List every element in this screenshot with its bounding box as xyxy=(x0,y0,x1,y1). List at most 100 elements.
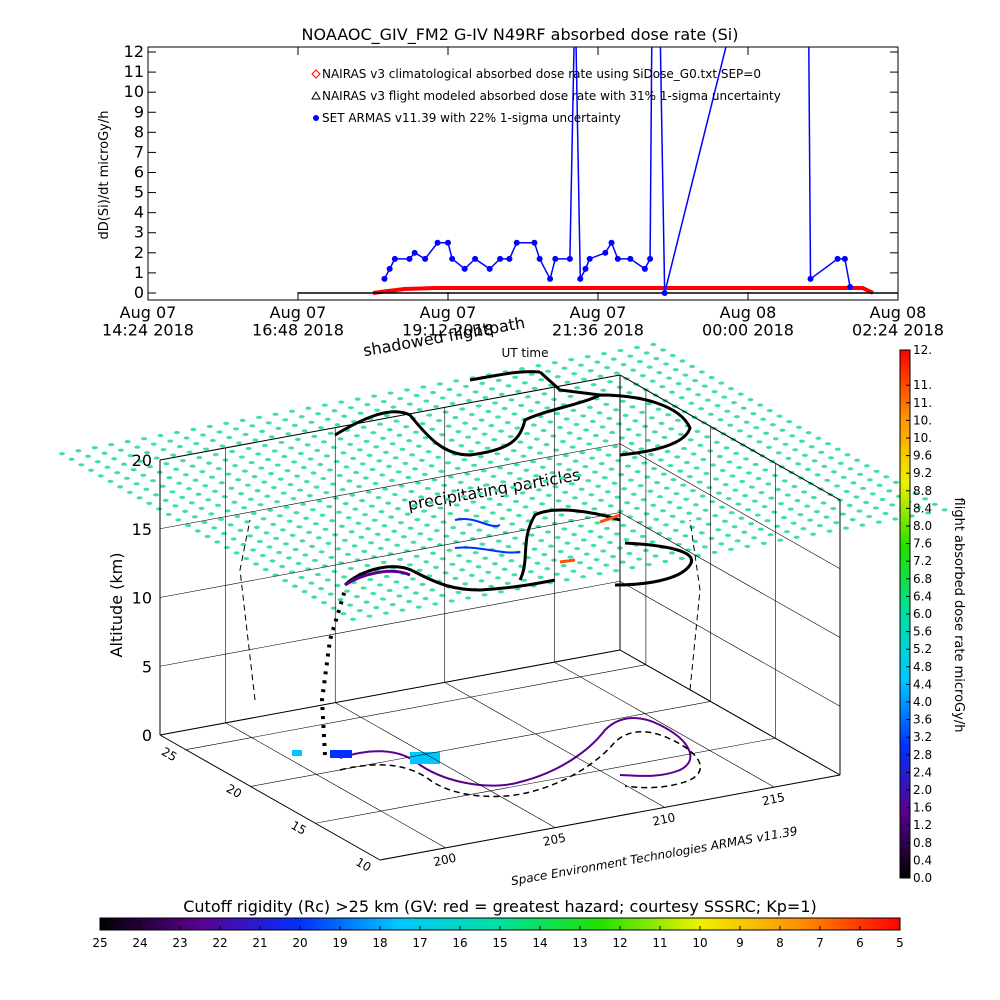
precipitation-dot xyxy=(281,454,288,459)
precipitation-dot xyxy=(653,356,660,361)
precipitation-dot xyxy=(565,504,572,508)
precipitation-dot xyxy=(150,479,157,483)
precipitation-dot xyxy=(347,442,354,446)
precipitation-dot xyxy=(564,541,571,545)
precipitation-dot xyxy=(675,382,682,386)
y-tick-label: 10 xyxy=(124,82,144,101)
precipitation-dot xyxy=(489,387,496,391)
precipitation-dot xyxy=(797,513,804,517)
point xyxy=(422,255,429,262)
precipitation-dot xyxy=(509,522,516,526)
colorbar-tick-label: 9.6 xyxy=(913,449,932,463)
y-tick-label: 5 xyxy=(134,183,144,202)
precipitation-dot xyxy=(687,438,694,442)
grid-line xyxy=(250,701,711,787)
precipitation-dot xyxy=(660,348,667,352)
precipitation-dot xyxy=(436,382,443,386)
precipitation-dot xyxy=(710,463,717,467)
precipitation-dot xyxy=(429,588,436,592)
precipitation-dot xyxy=(393,580,400,584)
precipitation-dot xyxy=(557,425,563,430)
precipitation-dot xyxy=(810,495,817,500)
precipitation-dot xyxy=(794,498,801,503)
precipitation-dot xyxy=(732,488,739,492)
precipitation-dot xyxy=(805,431,812,435)
precipitation-dot xyxy=(648,416,655,420)
precipitation-dot xyxy=(603,402,610,406)
precipitation-dot xyxy=(380,560,387,564)
precipitation-dot xyxy=(349,493,356,497)
precipitation-dot xyxy=(261,480,268,484)
precipitation-dot xyxy=(462,421,469,425)
precipitation-dot xyxy=(214,503,221,507)
precipitation-dot xyxy=(607,504,614,508)
precipitation-dot xyxy=(818,450,825,454)
precipitation-dot xyxy=(351,544,358,548)
y-tick-label: 3 xyxy=(134,223,144,242)
point xyxy=(449,255,456,262)
precipitation-dot xyxy=(658,421,665,425)
precipitation-dot xyxy=(396,433,403,437)
y-tick-label: 2 xyxy=(134,243,144,262)
precipitation-dot xyxy=(265,457,272,462)
precipitation-dot xyxy=(598,462,605,466)
precipitation-dot xyxy=(341,538,348,542)
precipitation-dot xyxy=(309,544,316,548)
precipitation-dot xyxy=(482,556,489,560)
precipitation-dot xyxy=(472,390,479,394)
precipitation-dot xyxy=(626,551,633,556)
precipitation-dot xyxy=(674,455,681,459)
precipitation-dot xyxy=(590,383,597,387)
y-tick-label: 20 xyxy=(224,781,244,801)
precipitation-dot xyxy=(371,394,378,398)
precipitation-dot xyxy=(320,476,327,481)
colorbar-tick-label: 12 xyxy=(612,936,627,950)
precipitation-dot xyxy=(636,557,643,561)
precipitation-dot xyxy=(479,542,486,546)
precipitation-dot xyxy=(560,564,567,568)
grid-line xyxy=(619,649,841,776)
precipitation-dot xyxy=(430,390,437,395)
precipitation-dot xyxy=(619,399,626,403)
precipitation-dot xyxy=(117,485,124,489)
precipitation-dot xyxy=(291,423,298,427)
colorbar-tick-label: 19 xyxy=(332,936,347,950)
precipitation-dot xyxy=(292,547,299,552)
precipitation-dot xyxy=(636,359,643,364)
curtain-line xyxy=(319,589,347,756)
precipitation-dot xyxy=(176,481,183,485)
precipitation-dot xyxy=(460,494,467,499)
precipitation-dot xyxy=(430,514,437,519)
precipitation-dot xyxy=(403,388,410,392)
precipitation-dot xyxy=(859,523,866,527)
precipitation-dot xyxy=(114,471,121,475)
precipitation-dot xyxy=(678,556,685,561)
precipitation-dot xyxy=(200,433,207,437)
precipitation-dot xyxy=(641,461,648,465)
precipitation-dot xyxy=(409,577,416,581)
precipitation-dot xyxy=(101,451,108,455)
colorbar-tick-label: 5.2 xyxy=(913,642,932,656)
precipitation-dot xyxy=(627,354,634,358)
precipitation-dot xyxy=(652,554,659,558)
precipitation-dot xyxy=(256,539,263,544)
precipitation-dot xyxy=(787,507,794,511)
precipitation-dot xyxy=(694,429,701,433)
hazard-patch xyxy=(292,750,302,756)
x-tick-label: Aug 07 14:24 2018 xyxy=(102,303,194,340)
precipitation-dot xyxy=(586,442,593,446)
precipitation-dot xyxy=(299,539,306,543)
precipitation-dot xyxy=(750,412,757,416)
precipitation-dot xyxy=(680,446,687,451)
precipitation-dot xyxy=(577,524,584,528)
precipitation-dot xyxy=(453,379,460,383)
grid-line xyxy=(379,774,841,861)
precipitation-dot xyxy=(258,466,265,470)
precipitation-dot xyxy=(494,452,501,456)
precipitation-dot xyxy=(297,451,304,456)
precipitation-dot xyxy=(160,448,167,452)
precipitation-dot xyxy=(577,561,584,565)
precipitation-dot xyxy=(677,469,684,473)
point xyxy=(577,275,584,282)
flight-path xyxy=(344,569,411,587)
